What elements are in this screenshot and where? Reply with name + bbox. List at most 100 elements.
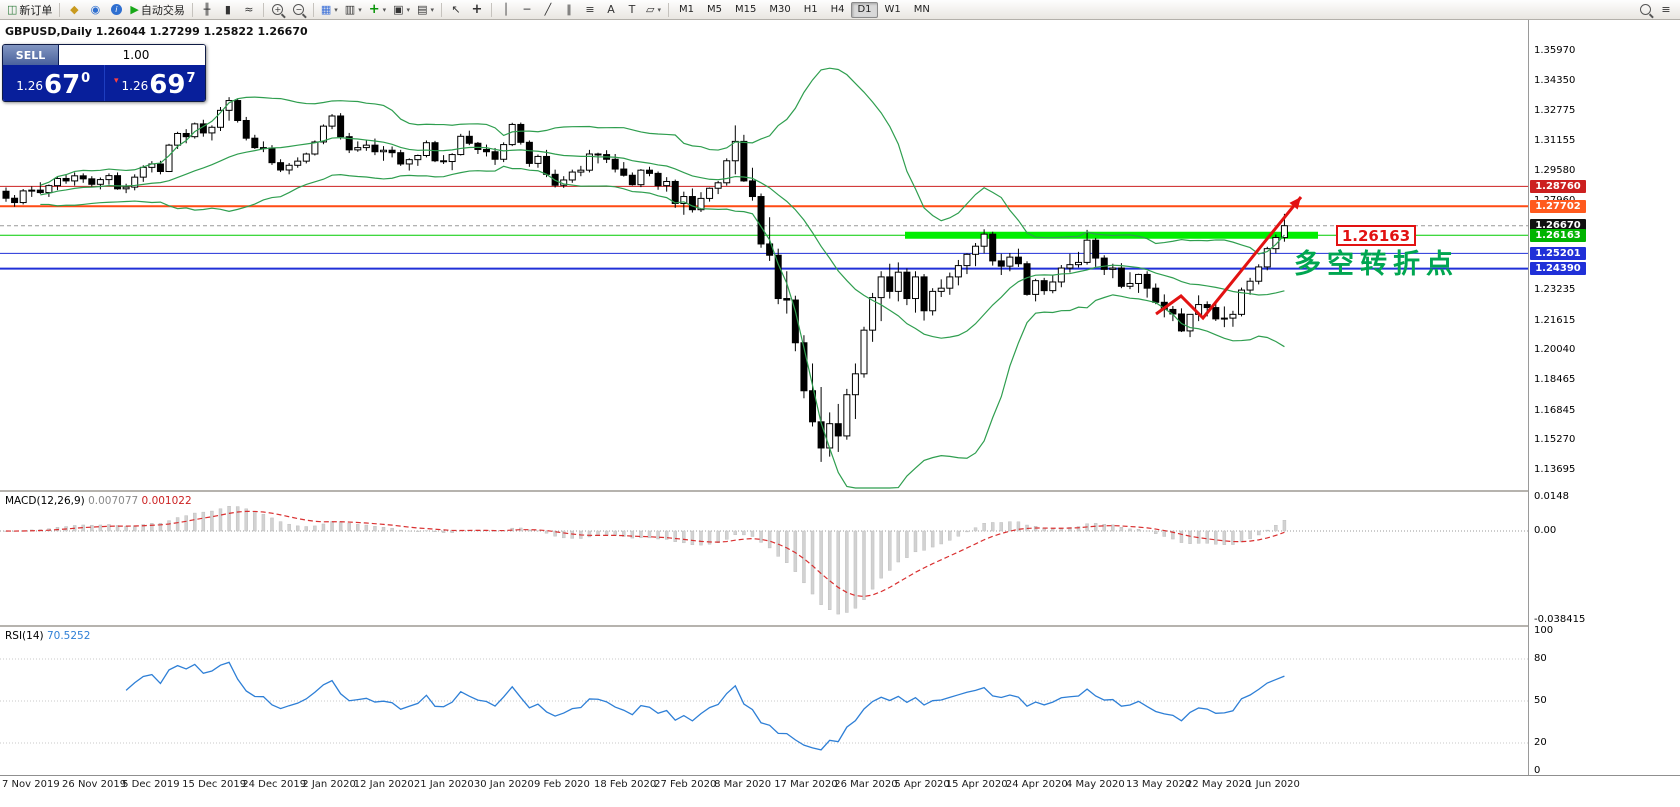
sell-price-prefix: 1.26 xyxy=(16,79,43,93)
search-icon xyxy=(1639,4,1651,15)
price-badge: 1.26163 xyxy=(1530,228,1586,242)
price-badge: 1.25201 xyxy=(1530,246,1586,260)
date-label: 12 Jan 2020 xyxy=(353,779,414,790)
chevron-down-icon: ▾ xyxy=(382,5,387,14)
sound-alert-icon: ◆ xyxy=(70,3,79,16)
timeframe-mn[interactable]: MN xyxy=(908,2,936,18)
line-chart-icon[interactable]: ≈ xyxy=(239,1,259,19)
indicators-icon[interactable]: + ▾ xyxy=(366,1,389,19)
buy-price-prefix: 1.26 xyxy=(121,79,149,93)
chevron-down-icon: ▾ xyxy=(358,5,362,14)
horizontal-line-icon: ─ xyxy=(523,3,531,16)
candlestick-icon[interactable]: ▮ xyxy=(218,1,238,19)
shapes-icon[interactable]: ▱ ▾ xyxy=(643,1,664,19)
rsi-scale-label: 100 xyxy=(1534,625,1554,636)
date-label: 15 Dec 2019 xyxy=(182,779,247,790)
zoom-out-icon[interactable]: − xyxy=(289,1,309,19)
sell-price-big: 67 xyxy=(43,70,81,100)
panel-separator[interactable] xyxy=(0,625,1680,627)
info-icon: i xyxy=(110,4,122,15)
crosshair-icon[interactable]: + xyxy=(467,1,487,19)
rsi-scale-label: 50 xyxy=(1534,695,1547,706)
time-axis[interactable]: 7 Nov 2019 26 Nov 2019 5 Dec 2019 15 Dec 20… xyxy=(0,775,1680,794)
price-badge: 1.27702 xyxy=(1530,199,1586,213)
date-label: 9 Feb 2020 xyxy=(533,779,590,790)
toolbar-separator xyxy=(191,2,193,17)
timeframe-d1[interactable]: D1 xyxy=(851,1,878,18)
price-tick-label: 1.23235 xyxy=(1534,284,1576,296)
date-label: 22 May 2020 xyxy=(1186,779,1252,790)
chevron-down-icon: ▾ xyxy=(657,5,661,14)
rsi-scale-label: 20 xyxy=(1534,737,1547,748)
timeframe-h4[interactable]: H4 xyxy=(825,2,851,18)
tile-windows-icon: ▥ xyxy=(344,3,356,16)
search-icon[interactable] xyxy=(1635,1,1655,19)
toolbar: ◫ 新订单 ◆ ◉ i ▶ 自动交易 ╫ ▮ ≈ + − ▦ ▾ ▥ ▾ + ▾ ▣ ▾ ▤ ▾ ↖ + │ ─ ╱ ∥ ≡ A T ▱ ▾ M1… xyxy=(0,0,1680,20)
price-tick-label: 1.16845 xyxy=(1534,404,1576,416)
templates-icon[interactable]: ▤ ▾ xyxy=(414,1,437,19)
trend-arrow[interactable] xyxy=(1155,196,1303,321)
label-icon[interactable]: T xyxy=(622,1,642,19)
volume-stepper[interactable]: ▲ ▼ xyxy=(58,45,205,65)
trade-panel-controls: SELL ▲ ▼ BUY xyxy=(3,45,205,65)
trendline-icon: ╱ xyxy=(544,3,552,16)
info-icon[interactable]: i xyxy=(106,1,126,19)
macd-scale-label: 0.0148 xyxy=(1534,490,1569,502)
zoom-out-icon: − xyxy=(293,4,305,15)
ohlc-bars-icon[interactable]: ╫ xyxy=(197,1,217,19)
tile-windows-icon[interactable]: ▥ ▾ xyxy=(342,1,365,19)
macd-title-text: MACD(12,26,9) xyxy=(5,495,85,507)
date-label: 26 Mar 2020 xyxy=(834,779,898,790)
channel-icon[interactable]: ∥ xyxy=(559,1,579,19)
macd-scale-label: 0.00 xyxy=(1534,525,1557,536)
cursor-icon[interactable]: ↖ xyxy=(446,1,466,19)
chevron-down-icon: ▾ xyxy=(334,5,338,14)
rsi-scale-label: 0 xyxy=(1534,765,1541,776)
profiles-icon[interactable]: ▦ ▾ xyxy=(318,1,341,19)
date-label: 18 Feb 2020 xyxy=(594,779,657,790)
rsi-label: RSI(14) 70.5252 xyxy=(5,630,90,642)
price-level-box: 1.26163 xyxy=(1336,225,1416,246)
toolbar-separator xyxy=(490,2,492,17)
autotrading-button[interactable]: ▶ 自动交易 xyxy=(127,1,187,19)
price-badge: 1.28760 xyxy=(1530,179,1586,193)
quick-menu-icon[interactable]: ≡ xyxy=(1656,1,1676,19)
new-order-button[interactable]: ◫ 新订单 xyxy=(4,1,55,19)
timeframe-h1[interactable]: H1 xyxy=(798,2,824,18)
horizontal-line-icon[interactable]: ─ xyxy=(517,1,537,19)
sound-alert-icon[interactable]: ◆ xyxy=(64,1,84,19)
zoom-in-icon[interactable]: + xyxy=(268,1,288,19)
timeframe-w1[interactable]: W1 xyxy=(879,2,907,18)
label-icon: T xyxy=(628,3,636,16)
timeframe-m15[interactable]: M15 xyxy=(729,2,762,18)
cursor-icon: ↖ xyxy=(451,3,461,16)
toolbar-separator xyxy=(440,2,442,17)
fibonacci-icon[interactable]: ≡ xyxy=(580,1,600,19)
toolbar-separator xyxy=(312,2,314,17)
sell-price-sup: 0 xyxy=(81,71,91,86)
timeframe-m5[interactable]: M5 xyxy=(701,2,728,18)
date-label: 30 Jan 2020 xyxy=(473,779,534,790)
date-label: 1 Jun 2020 xyxy=(1246,779,1300,790)
volume-input[interactable] xyxy=(59,45,205,65)
periods-icon[interactable]: ▣ ▾ xyxy=(390,1,413,19)
timeframe-m1[interactable]: M1 xyxy=(673,2,700,18)
date-label: 27 Feb 2020 xyxy=(654,779,717,790)
community-icon[interactable]: ◉ xyxy=(85,1,105,19)
vertical-line-icon[interactable]: │ xyxy=(496,1,516,19)
rsi-scale-label: 80 xyxy=(1534,653,1547,664)
crosshair-icon: + xyxy=(471,2,483,17)
price-axis[interactable]: 1.359701.343501.327751.311551.295801.279… xyxy=(1529,20,1680,776)
trade-panel-prices: 1.26 67 0 ▾ 1.26 69 7 xyxy=(3,65,205,101)
shapes-icon: ▱ xyxy=(645,3,655,16)
price-badge: 1.24390 xyxy=(1530,262,1586,276)
panel-separator[interactable] xyxy=(0,490,1680,492)
text-icon[interactable]: A xyxy=(601,1,621,19)
trendline-icon[interactable]: ╱ xyxy=(538,1,558,19)
vertical-line-icon: │ xyxy=(502,3,510,16)
channel-icon: ∥ xyxy=(566,3,572,16)
date-label: 5 Apr 2020 xyxy=(894,779,950,790)
timeframe-m30[interactable]: M30 xyxy=(763,2,796,18)
sell-button[interactable]: SELL xyxy=(3,45,58,65)
